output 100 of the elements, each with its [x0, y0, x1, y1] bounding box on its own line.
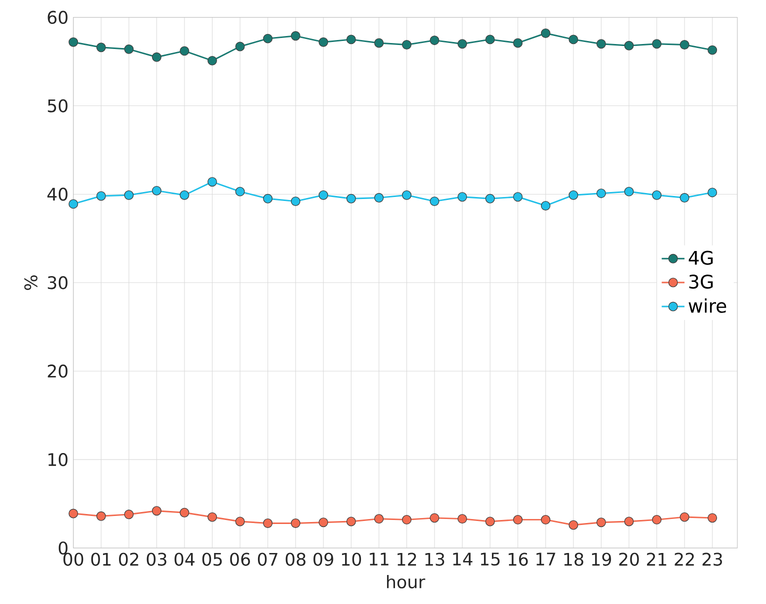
x-tick-label: 21 [647, 552, 666, 566]
point [485, 194, 495, 204]
point [263, 194, 273, 204]
y-tick-label: 10 [48, 453, 68, 466]
point [318, 518, 328, 528]
point [263, 518, 273, 528]
point [402, 190, 412, 200]
point [263, 34, 273, 44]
point [374, 193, 384, 202]
x-tick-label: 00 [63, 552, 84, 566]
y-tick-label: 60 [48, 10, 68, 24]
point [513, 514, 523, 524]
point [124, 44, 134, 54]
point [208, 56, 217, 66]
point [458, 39, 468, 49]
point [513, 38, 523, 48]
x-tick-label: 22 [674, 552, 694, 566]
point [180, 46, 190, 56]
x-tick-label: 01 [91, 552, 111, 566]
point [208, 177, 217, 187]
x-tick-label: 03 [146, 552, 166, 566]
x-tick-label: 04 [174, 552, 195, 566]
point [152, 186, 162, 196]
point [624, 516, 634, 526]
point [68, 508, 78, 518]
y-tick-label: 30 [48, 276, 68, 290]
x-tick-label: 20 [619, 552, 639, 566]
point [124, 510, 134, 520]
x-tick-label: 10 [342, 552, 362, 566]
point [318, 190, 328, 200]
point [96, 511, 106, 521]
x-tick-label: 14 [453, 552, 472, 566]
point [96, 191, 106, 201]
point [708, 45, 718, 55]
point [652, 514, 662, 524]
point [290, 196, 300, 206]
point [235, 186, 245, 196]
point [152, 52, 162, 62]
point [680, 40, 690, 50]
x-tick-label: 18 [564, 552, 584, 566]
x-tick-label: 09 [314, 552, 334, 566]
point [540, 28, 550, 38]
x-tick-label: 15 [480, 552, 500, 566]
point [430, 36, 440, 46]
point [180, 508, 190, 518]
point [68, 199, 78, 209]
point [596, 518, 606, 528]
point [235, 42, 245, 52]
point [235, 516, 245, 526]
x-tick-label: 08 [286, 552, 306, 566]
point [180, 190, 190, 200]
y-axis-title: % [24, 275, 38, 290]
x-tick-label: 17 [536, 552, 556, 566]
y-tick-label: 40 [47, 188, 68, 201]
point [540, 514, 550, 524]
x-tick-label: 12 [398, 552, 416, 566]
legend-label: 3G [689, 274, 713, 289]
point [568, 190, 578, 200]
point [430, 196, 440, 206]
point [290, 31, 300, 41]
point [346, 194, 356, 204]
point [290, 518, 300, 528]
y-tick-label: 50 [48, 99, 68, 112]
y-tick-label: 20 [48, 364, 68, 378]
point [596, 39, 606, 49]
point [485, 516, 495, 526]
point [680, 512, 690, 522]
point [652, 39, 662, 49]
point [680, 193, 690, 202]
point [485, 34, 495, 44]
point [540, 200, 550, 210]
point [346, 34, 356, 44]
point [208, 512, 217, 522]
point [568, 520, 578, 530]
x-tick-label: 16 [508, 552, 528, 566]
point [152, 506, 162, 516]
point [624, 40, 634, 50]
legend-label: wire [688, 298, 726, 313]
point [624, 186, 634, 196]
x-tick-label: 19 [592, 552, 612, 566]
point [402, 40, 412, 50]
x-tick-label: 13 [425, 552, 444, 566]
point [402, 514, 412, 524]
point [568, 34, 578, 44]
point [374, 514, 384, 524]
point [708, 188, 718, 198]
legend-label: 4G [688, 250, 713, 265]
point [708, 513, 718, 523]
point [652, 190, 662, 200]
point [374, 38, 384, 48]
point [68, 37, 78, 47]
point [124, 190, 134, 200]
point [596, 188, 606, 198]
x-tick-label: 05 [202, 552, 222, 566]
x-tick-label: 23 [702, 552, 722, 566]
point [318, 37, 328, 47]
x-tick-label: 11 [370, 552, 388, 566]
point [458, 192, 468, 202]
x-tick-label: 02 [119, 552, 138, 566]
y-tick-label: 0 [58, 541, 68, 555]
